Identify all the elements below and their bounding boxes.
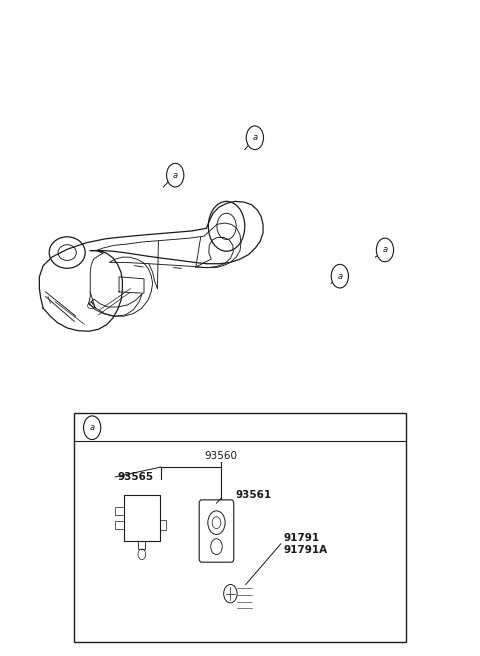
Bar <box>124 495 160 541</box>
Text: a: a <box>337 272 342 281</box>
Text: 91791: 91791 <box>283 533 319 543</box>
Circle shape <box>331 264 348 288</box>
Text: 93560: 93560 <box>204 451 237 461</box>
Text: a: a <box>252 133 257 142</box>
Text: a: a <box>90 423 95 432</box>
Text: a: a <box>173 171 178 180</box>
Circle shape <box>376 238 394 262</box>
Text: 93561: 93561 <box>235 490 271 501</box>
Bar <box>74 413 406 642</box>
Circle shape <box>167 163 184 187</box>
Circle shape <box>246 126 264 150</box>
Bar <box>115 508 124 516</box>
Bar <box>160 520 166 530</box>
Text: 91791A: 91791A <box>283 544 327 555</box>
Text: a: a <box>383 245 387 255</box>
Text: 93565: 93565 <box>118 472 154 482</box>
Bar <box>115 521 124 529</box>
Circle shape <box>84 416 101 440</box>
